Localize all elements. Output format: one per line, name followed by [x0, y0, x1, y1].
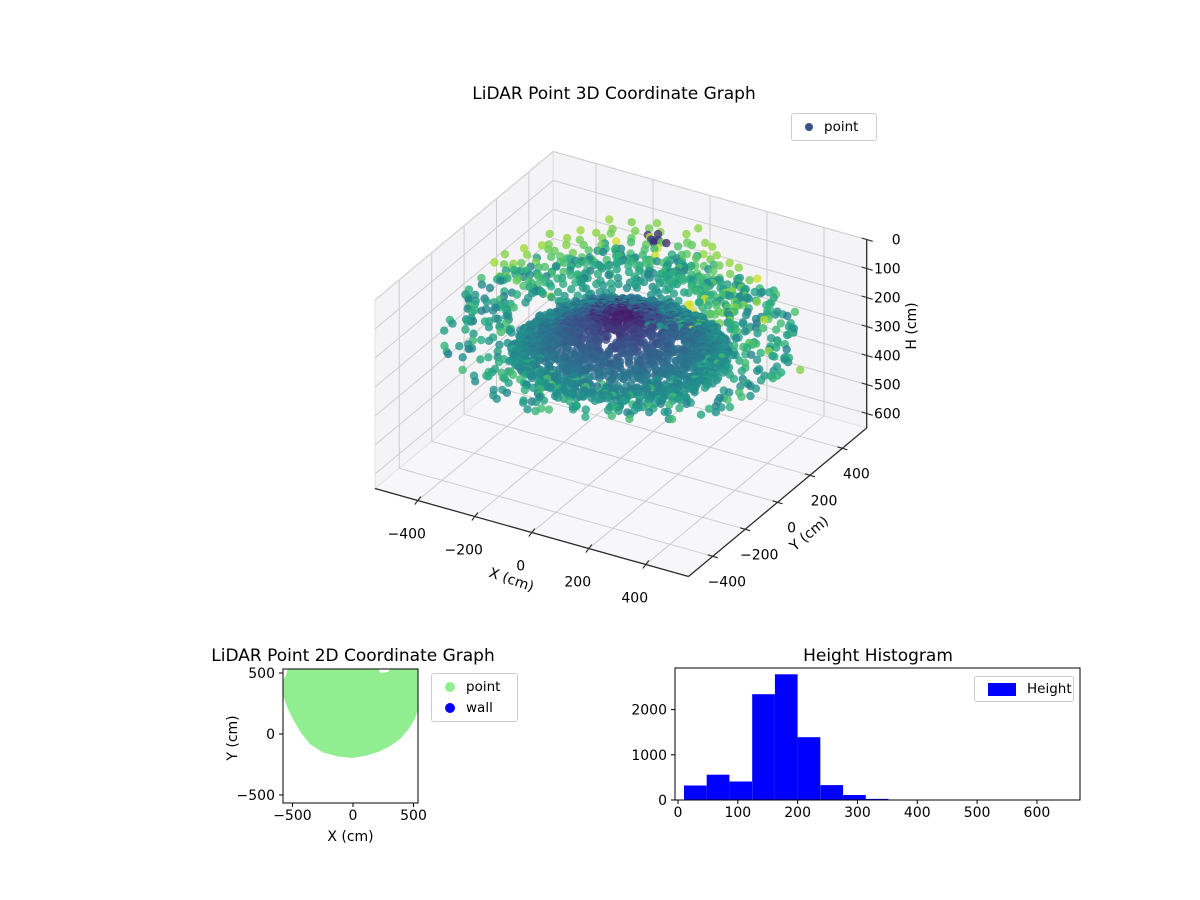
svg-text:500: 500	[400, 808, 427, 824]
point-region-2d	[283, 669, 418, 758]
point-cloud-3d	[440, 215, 805, 424]
svg-text:500: 500	[964, 805, 991, 821]
histogram-bar	[820, 785, 844, 800]
svg-text:500: 500	[248, 666, 275, 682]
histogram-legend: Height	[974, 676, 1074, 702]
svg-text:400: 400	[904, 805, 931, 821]
plot2d-legend-label-wall: wall	[466, 699, 493, 716]
plot2d-legend: point wall	[431, 673, 518, 722]
svg-text:200: 200	[784, 805, 811, 821]
histogram-bar	[843, 795, 866, 800]
plot3d-title: LiDAR Point 3D Coordinate Graph	[472, 84, 756, 104]
svg-text:400: 400	[621, 591, 648, 607]
histogram-bar	[774, 674, 798, 800]
svg-text:Y (cm): Y (cm)	[225, 715, 241, 761]
svg-text:0: 0	[674, 805, 683, 821]
svg-text:−500: −500	[237, 788, 275, 804]
histogram-bar	[684, 785, 707, 800]
point-marker-icon	[805, 123, 813, 131]
plot2d-axes: −500 0 500 −500 0 500 X (cm) Y (cm)	[225, 666, 427, 845]
svg-text:300: 300	[844, 805, 871, 821]
svg-text:400: 400	[843, 466, 870, 482]
plot2d-title: LiDAR Point 2D Coordinate Graph	[211, 646, 495, 666]
histogram-bars	[684, 674, 912, 800]
svg-text:0: 0	[892, 233, 901, 249]
histogram-bar	[865, 798, 889, 800]
svg-text:0: 0	[349, 808, 358, 824]
legend-row-point: point	[432, 677, 517, 698]
plot3d-legend: point	[791, 113, 877, 141]
svg-text:100: 100	[724, 805, 751, 821]
svg-text:−200: −200	[740, 547, 778, 563]
svg-text:H (cm): H (cm)	[904, 302, 920, 349]
svg-text:600: 600	[1024, 805, 1051, 821]
svg-text:0: 0	[516, 559, 525, 575]
wall-marker-icon	[445, 703, 455, 713]
histogram-axes: 0 100 200 300 400 500 600 0 1000 2000	[631, 667, 1081, 821]
svg-text:200: 200	[874, 291, 901, 307]
svg-text:0: 0	[787, 520, 796, 536]
height-bar-swatch-icon	[988, 682, 1016, 696]
svg-text:400: 400	[874, 349, 901, 365]
svg-text:−500: −500	[273, 808, 311, 824]
svg-text:200: 200	[811, 493, 838, 509]
svg-text:500: 500	[874, 378, 901, 394]
histogram-legend-label-height: Height	[1027, 680, 1072, 697]
plot3d-axes: −400 −200 0 200 400 −400 −200 0 200 400 0 100 200 300…	[373, 150, 920, 607]
svg-text:100: 100	[874, 262, 901, 278]
svg-text:X (cm): X (cm)	[327, 829, 373, 845]
svg-text:1000: 1000	[631, 748, 667, 764]
svg-text:600: 600	[874, 407, 901, 423]
svg-text:−400: −400	[388, 527, 426, 543]
svg-text:−400: −400	[708, 574, 746, 590]
histogram-bar	[752, 694, 775, 800]
legend-row-point: point	[792, 117, 876, 138]
plot2d-legend-label-point: point	[466, 678, 501, 695]
svg-text:200: 200	[564, 575, 591, 591]
svg-text:−200: −200	[445, 543, 483, 559]
histogram-title: Height Histogram	[803, 646, 953, 666]
svg-text:0: 0	[266, 727, 275, 743]
svg-text:300: 300	[874, 320, 901, 336]
histogram-bar	[797, 737, 821, 800]
plot3d-legend-label-point: point	[824, 118, 859, 135]
svg-text:2000: 2000	[631, 703, 667, 719]
legend-row-wall: wall	[432, 698, 517, 719]
svg-text:X (cm): X (cm)	[487, 565, 536, 595]
histogram-bar	[729, 781, 753, 800]
legend-row-height: Height	[975, 679, 1073, 700]
histogram-bar	[706, 774, 730, 800]
point-marker-icon	[445, 682, 455, 692]
svg-text:0: 0	[658, 793, 667, 809]
